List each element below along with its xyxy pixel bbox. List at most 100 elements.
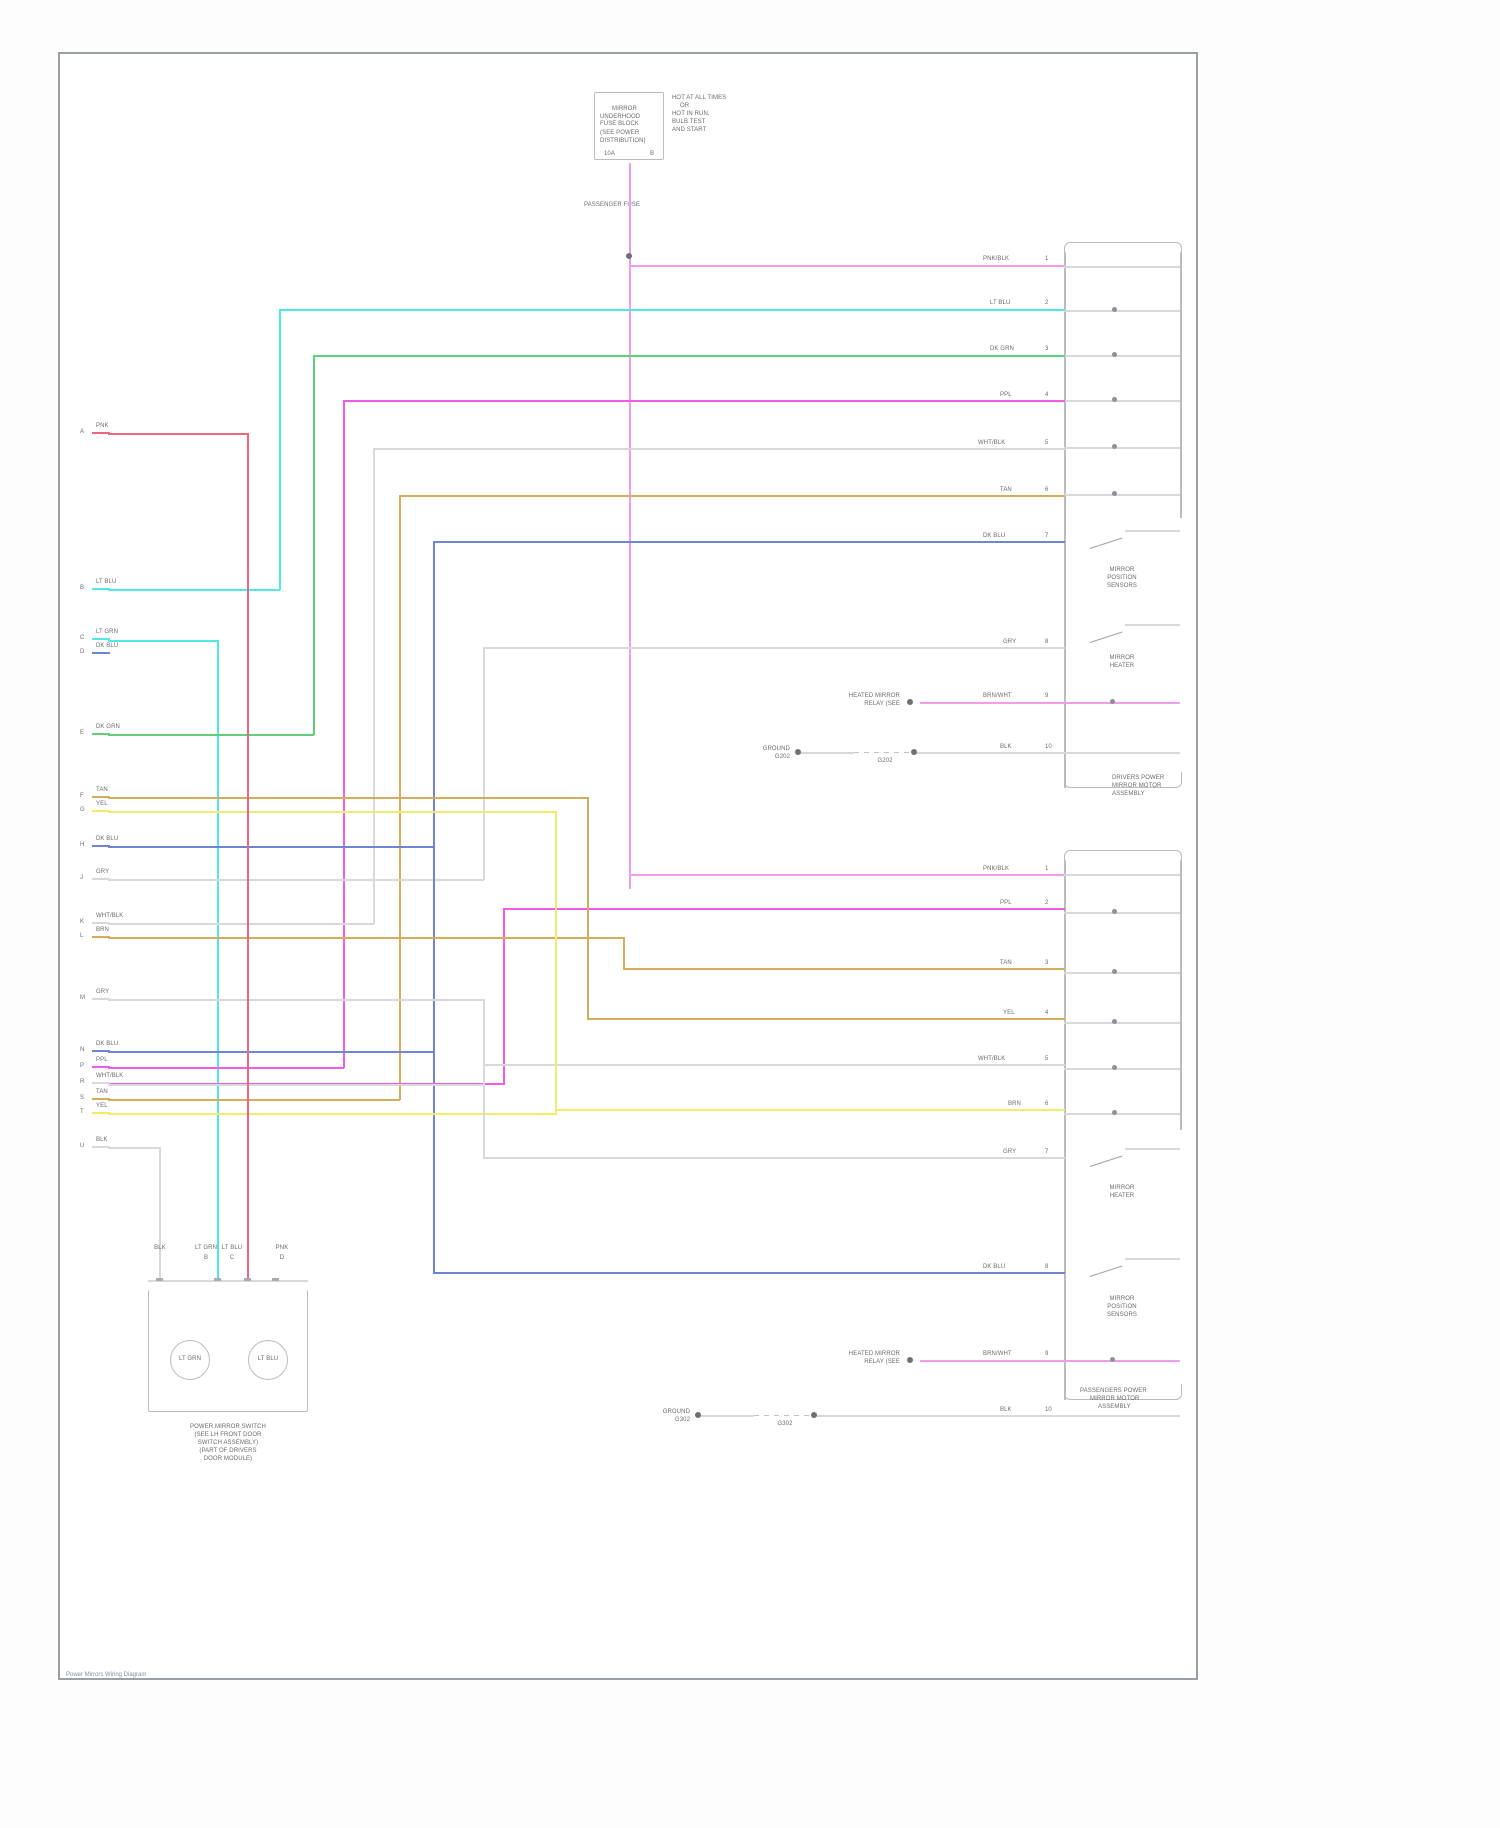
left-stub-a — [92, 432, 110, 434]
lower-heater-splice — [907, 1357, 913, 1363]
lower-pin-label-7: 7 — [1045, 1149, 1049, 1155]
upper-pin-label-10: 10 — [1045, 744, 1052, 750]
upper-ground-splice-1 — [795, 749, 801, 755]
upper-wire-label-4: PPL — [1000, 392, 1012, 398]
lower-node-5 — [1112, 1065, 1117, 1070]
route-yel-a — [108, 1113, 556, 1115]
upper-node-4 — [1112, 397, 1117, 402]
lower-wire-label-4: YEL — [1003, 1010, 1015, 1016]
left-stub-d — [92, 652, 110, 654]
switch-motor-2 — [248, 1340, 288, 1380]
lower-pin-label-5: 5 — [1045, 1056, 1049, 1062]
route-whtblk-b — [373, 448, 375, 924]
left-pin-label-p: P — [80, 1063, 85, 1069]
lower-pin-label-6: 6 — [1045, 1101, 1049, 1107]
power-mirror-switch-box — [148, 1290, 308, 1412]
lower-ground-splice-1 — [695, 1412, 701, 1418]
route-gry2-a — [108, 999, 484, 1001]
route-tan2-a — [108, 797, 588, 799]
upper-pin-label-5: 5 — [1045, 440, 1049, 446]
lower-connector-foot — [1064, 1384, 1182, 1400]
route-dkgrn-c — [313, 355, 1065, 357]
left-wire-label-a: PNK — [96, 423, 109, 429]
route-ppl2-c — [503, 908, 1065, 910]
left-wire-label-s: TAN — [96, 1089, 108, 1095]
footer-left-text: Power Mirrors Wiring Diagram — [66, 1672, 147, 1678]
upper-ground-note-1: G202 — [774, 754, 790, 760]
left-pin-label-a: A — [80, 429, 85, 435]
left-stub-r — [92, 1082, 110, 1084]
lower-pin-label-8: 8 — [1045, 1264, 1049, 1270]
upper-connector-foot — [1064, 772, 1182, 788]
lower-ground-note-1: G302 — [674, 1417, 690, 1423]
lower-ground-wire — [700, 1415, 754, 1417]
switch-caption-4: DOOR MODULE) — [203, 1456, 253, 1462]
lower-heater-node — [1110, 1357, 1115, 1362]
upper-wire-label-8: GRY — [1003, 639, 1017, 645]
switch-caption-3: (PART OF DRIVERS — [199, 1448, 257, 1454]
fuse-block-line-3: DISTRIBUTION) — [600, 138, 646, 144]
left-stub-h — [92, 845, 110, 847]
route-whtblk2-a — [108, 1084, 484, 1086]
fuse-block-line-2: (SEE POWER — [600, 130, 640, 136]
fuse-name-label: MIRROR — [612, 106, 637, 112]
lower-wire-label-8: DK BLU — [983, 1264, 1006, 1270]
route-blk-b — [159, 1147, 161, 1280]
wire-pnk-blk-feed-main — [629, 163, 631, 889]
route-ltblu-b — [279, 309, 281, 590]
left-wire-label-b: LT BLU — [96, 579, 117, 585]
left-pin-label-r: R — [80, 1079, 85, 1085]
left-wire-label-d: DK BLU — [96, 643, 119, 649]
left-stub-c — [92, 638, 110, 640]
switch-caption-1: (SEE LH FRONT DOOR — [194, 1432, 262, 1438]
route-pnk-a — [108, 433, 248, 435]
route-gry2-b — [483, 999, 485, 1158]
wire-pnk-blk-upper — [629, 265, 1064, 267]
route-gry2-c — [483, 1157, 1065, 1159]
route-tan-a — [108, 1099, 400, 1101]
route-brn-b — [623, 937, 625, 969]
lower-device-1-line0: MIRROR — [1109, 1296, 1135, 1302]
lower-connector-bar-right — [1180, 860, 1182, 1130]
route-tan-c — [399, 495, 1065, 497]
upper-connector-caption-1: MIRROR MOTOR — [1112, 783, 1162, 789]
left-pin-label-k: K — [80, 919, 85, 925]
left-pin-label-e: E — [80, 730, 85, 736]
left-pin-label-f: F — [80, 793, 84, 799]
switch-term-1-pin: B — [203, 1255, 209, 1261]
route-whtblk-a — [108, 923, 374, 925]
route-whtblk-c — [373, 448, 1065, 450]
upper-device-1-line0: MIRROR — [1109, 655, 1135, 661]
lower-wire-label-10: BLK — [1000, 1407, 1012, 1413]
switch-term-3-pin: D — [279, 1255, 285, 1261]
lower-connector-head — [1064, 850, 1182, 866]
left-pin-label-b: B — [80, 585, 85, 591]
upper-connector-caption-0: DRIVERS POWER — [1112, 775, 1165, 781]
lower-device-0-line1: HEATER — [1109, 1193, 1135, 1199]
route-brn-c — [623, 968, 1065, 970]
route-gry-b — [483, 647, 485, 880]
fuse-feed-label: PASSENGER FUSE — [584, 202, 640, 208]
wire-label-upper-pin1: PNK/BLK — [983, 256, 1010, 262]
switch-pin-a — [156, 1278, 163, 1281]
left-pin-label-d: D — [80, 649, 85, 655]
route-dkblu-c — [433, 541, 1065, 543]
upper-sensor-stub-b — [1125, 624, 1180, 626]
left-pin-label-l: L — [80, 933, 84, 939]
lower-connector-caption-2: ASSEMBLY — [1098, 1404, 1131, 1410]
left-stub-p — [92, 1066, 110, 1068]
route-pnk-b — [247, 433, 249, 1280]
route-ltblu-c — [279, 309, 1065, 311]
left-pin-label-c: C — [80, 635, 85, 641]
lower-wire-label-7: GRY — [1003, 1149, 1017, 1155]
upper-pin-label-8: 8 — [1045, 639, 1049, 645]
fuse-rating-label: 10A — [604, 151, 615, 157]
left-stub-m — [92, 998, 110, 1000]
route-ltblu-sw-a — [108, 640, 218, 642]
switch-caption-0: POWER MIRROR SWITCH — [190, 1424, 266, 1430]
lower-heater-note-1: RELAY (SEE — [864, 1359, 900, 1365]
switch-pin-d — [272, 1278, 279, 1281]
route-dkgrn-a — [108, 734, 314, 736]
left-stub-f — [92, 796, 110, 798]
route-gry-c — [483, 647, 1065, 649]
